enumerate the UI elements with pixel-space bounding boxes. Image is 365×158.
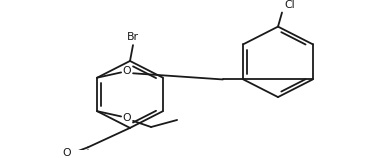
Text: O: O <box>123 66 131 76</box>
Text: O: O <box>62 149 71 158</box>
Text: Cl: Cl <box>284 0 295 10</box>
Text: Br: Br <box>127 33 139 43</box>
Text: O: O <box>123 113 131 123</box>
